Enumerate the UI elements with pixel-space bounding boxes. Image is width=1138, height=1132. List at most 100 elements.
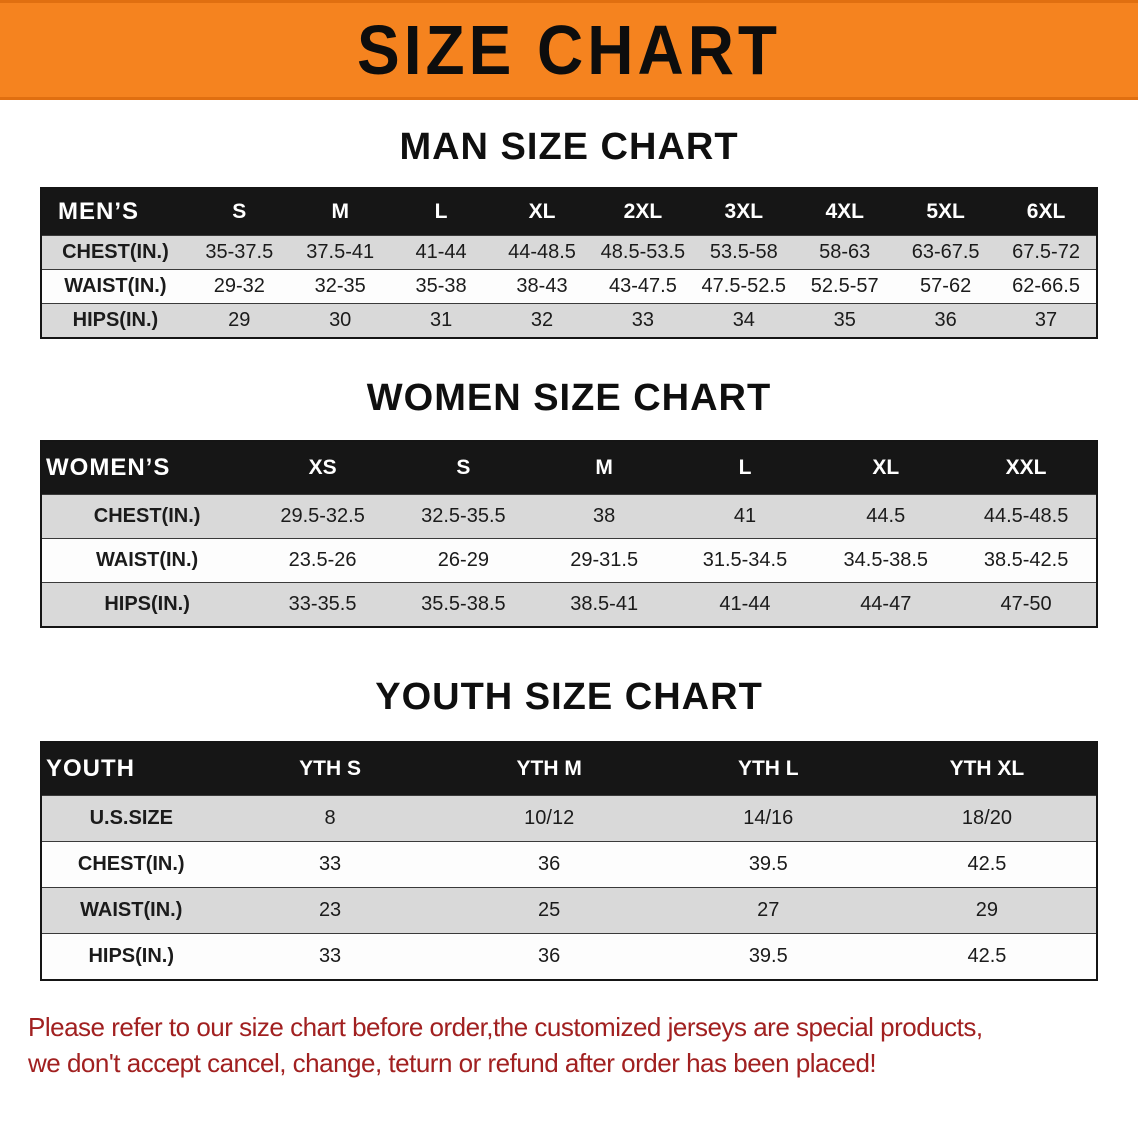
size-value: 39.5 [658,841,878,888]
table-corner-label: MEN’S [41,188,189,236]
size-value: 35-38 [390,269,492,304]
size-column-header: L [390,188,492,236]
size-column-header: 6XL [996,188,1097,236]
size-value: 10/12 [439,795,659,842]
men-section-heading: MAN SIZE CHART [399,126,739,168]
disclaimer-line-2: we don't accept cancel, change, teturn o… [28,1048,877,1079]
size-value: 39.5 [658,933,878,980]
disclaimer: Please refer to our size chart before or… [0,1009,1138,1082]
size-value: 23.5-26 [252,538,393,583]
size-value: 62-66.5 [996,269,1097,304]
table-header-row: YOUTH YTH S YTH M YTH L YTH XL [41,742,1097,796]
size-value: 63-67.5 [895,235,997,270]
size-value: 29.5-32.5 [252,494,393,539]
size-column-header: XS [252,441,393,495]
size-column-header: YTH XL [877,742,1097,796]
women-section-heading: WOMEN SIZE CHART [366,377,772,419]
size-value: 36 [895,303,997,338]
women-size-table: WOMEN’S XS S M L XL XXL CHEST(IN.) 29.5-32.5 32.5… [40,440,1098,628]
size-value: 38-43 [491,269,593,304]
size-value: 38.5-42.5 [956,538,1097,583]
size-value: 47.5-52.5 [693,269,795,304]
table-row: WAIST(IN.) 29-32 32-35 35-38 38-43 43-47.5 47.… [41,269,1097,304]
size-value: 34.5-38.5 [815,538,957,583]
size-value: 33 [220,933,440,980]
size-value: 29 [877,887,1097,934]
size-value: 18/20 [877,795,1097,842]
table-row: U.S.SIZE 8 10/12 14/16 18/20 [41,795,1097,842]
men-size-section: MAN SIZE CHART MEN’S S M L XL 2XL 3XL 4XL 5XL 6XL… [0,126,1138,339]
size-value: 48.5-53.5 [592,235,694,270]
size-value: 47-50 [956,582,1097,627]
size-value: 8 [220,795,440,842]
size-value: 44-48.5 [491,235,593,270]
size-value: 32.5-35.5 [392,494,534,539]
table-row: WAIST(IN.) 23.5-26 26-29 29-31.5 31.5-34.5 34… [41,538,1097,583]
table-header-row: WOMEN’S XS S M L XL XXL [41,441,1097,495]
size-value: 37.5-41 [289,235,391,270]
size-value: 35-37.5 [188,235,290,270]
table-row: HIPS(IN.) 29 30 31 32 33 34 35 36 37 [41,303,1097,338]
size-value: 41-44 [674,582,816,627]
size-value: 43-47.5 [592,269,694,304]
size-value: 67.5-72 [996,235,1097,270]
size-value: 29-31.5 [533,538,675,583]
table-corner-label: WOMEN’S [41,441,253,495]
table-row: HIPS(IN.) 33-35.5 35.5-38.5 38.5-41 41-44 44-… [41,582,1097,627]
size-value: 31 [390,303,492,338]
size-value: 32-35 [289,269,391,304]
size-value: 42.5 [877,933,1097,980]
size-value: 44-47 [815,582,957,627]
size-value: 33 [220,841,440,888]
row-label: U.S.SIZE [41,795,221,842]
table-header-row: MEN’S S M L XL 2XL 3XL 4XL 5XL 6XL [41,188,1097,236]
size-value: 42.5 [877,841,1097,888]
table-row: CHEST(IN.) 35-37.5 37.5-41 41-44 44-48.5 48.5… [41,235,1097,270]
size-chart-banner: SIZE CHART [0,0,1138,100]
size-value: 36 [439,841,659,888]
table-row: CHEST(IN.) 29.5-32.5 32.5-35.5 38 41 44.5 44.5… [41,494,1097,539]
size-column-header: M [533,441,675,495]
size-column-header: XL [815,441,957,495]
table-row: WAIST(IN.) 23 25 27 29 [41,887,1097,934]
size-value: 26-29 [392,538,534,583]
size-value: 53.5-58 [693,235,795,270]
size-value: 35 [794,303,896,338]
row-label: WAIST(IN.) [41,269,189,304]
row-label: WAIST(IN.) [41,538,253,583]
size-value: 27 [658,887,878,934]
size-value: 29-32 [188,269,290,304]
size-value: 41 [674,494,816,539]
disclaimer-line-1: Please refer to our size chart before or… [28,1012,983,1042]
size-value: 29 [188,303,290,338]
size-column-header: 2XL [592,188,694,236]
size-column-header: YTH M [439,742,659,796]
size-value: 14/16 [658,795,878,842]
size-table: WOMEN’S XS S M L XL XXL CHEST(IN.) 29.5-32.5 32.5… [40,440,1098,628]
banner-title: SIZE CHART [357,11,781,89]
row-label: CHEST(IN.) [41,841,221,888]
row-label: WAIST(IN.) [41,887,221,934]
size-value: 31.5-34.5 [674,538,816,583]
size-column-header: 3XL [693,188,795,236]
size-column-header: S [392,441,534,495]
women-size-section: WOMEN SIZE CHART WOMEN’S XS S M L XL XXL CHEST(… [0,377,1138,628]
table-row: HIPS(IN.) 33 36 39.5 42.5 [41,933,1097,980]
size-value: 44.5-48.5 [956,494,1097,539]
size-column-header: XXL [956,441,1097,495]
youth-size-table: YOUTH YTH S YTH M YTH L YTH XL U.S.SIZE 8 10/12… [40,741,1098,981]
size-column-header: XL [491,188,593,236]
row-label: HIPS(IN.) [41,582,253,627]
youth-section-heading: YOUTH SIZE CHART [375,676,763,718]
size-value: 38.5-41 [533,582,675,627]
size-value: 23 [220,887,440,934]
size-column-header: YTH L [658,742,878,796]
table-corner-label: YOUTH [41,742,221,796]
youth-size-section: YOUTH SIZE CHART YOUTH YTH S YTH M YTH L YTH… [0,676,1138,981]
row-label: CHEST(IN.) [41,235,189,270]
size-column-header: YTH S [220,742,440,796]
size-value: 52.5-57 [794,269,896,304]
size-value: 34 [693,303,795,338]
size-table: YOUTH YTH S YTH M YTH L YTH XL U.S.SIZE 8 10/12… [40,741,1098,981]
size-value: 25 [439,887,659,934]
